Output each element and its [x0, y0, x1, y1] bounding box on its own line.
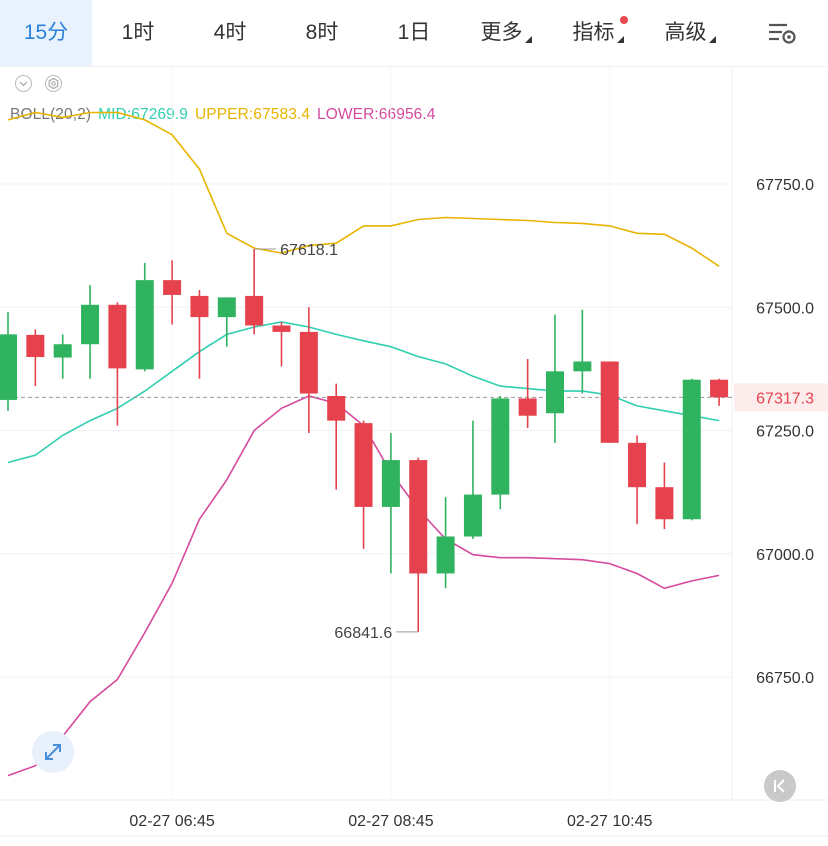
candle-body[interactable]: [682, 379, 701, 520]
tab-4[interactable]: 1日: [368, 0, 460, 66]
skip-to-end-icon: [774, 779, 785, 793]
indicator-settings-button[interactable]: [45, 75, 62, 92]
candle-body[interactable]: [299, 331, 318, 394]
y-tick-label: 67750.0: [756, 177, 814, 194]
candle-body[interactable]: [163, 280, 182, 295]
current-price-label: 67317.3: [756, 390, 814, 407]
candle-body[interactable]: [518, 398, 537, 416]
tab-label: 1日: [397, 21, 431, 44]
candle-body[interactable]: [354, 423, 373, 507]
notification-dot: [620, 16, 628, 24]
y-tick-label: 67500.0: [756, 300, 814, 317]
high-price-label: 67618.1: [280, 242, 338, 259]
tab-label: 15分: [23, 21, 69, 44]
boll-legend-lower: LOWER:66956.4: [317, 106, 436, 123]
tab-label: 更多: [480, 21, 523, 44]
expand-chart-button[interactable]: [32, 731, 74, 773]
collapse-indicator-button[interactable]: [15, 75, 32, 92]
candle-body[interactable]: [710, 379, 729, 398]
boll-legend-mid: MID:67269.9: [98, 106, 188, 123]
back-to-latest-button[interactable]: [764, 770, 796, 802]
y-tick-label: 67250.0: [756, 424, 814, 441]
boll-mid-line: [7, 321, 720, 464]
x-tick-label: 02-27 10:45: [567, 813, 653, 830]
y-tick-label: 66750.0: [756, 670, 814, 687]
candle-body[interactable]: [491, 398, 510, 495]
boll-legend: BOLL(20,2) MID:67269.9 UPPER:67583.4 LOWER:…: [10, 106, 443, 124]
current-price-badge: [734, 383, 828, 412]
candle-body[interactable]: [628, 442, 647, 488]
candle-body[interactable]: [573, 361, 592, 372]
chart-settings-icon: [769, 23, 796, 44]
dropdown-triangle-icon: [524, 36, 532, 43]
tab-1[interactable]: 1时: [92, 0, 184, 66]
tab-label: 8时: [305, 21, 339, 44]
candle-body[interactable]: [53, 344, 72, 358]
tab-0[interactable]: 15分: [0, 0, 92, 66]
interval-tab-bar: 15分 1时 4时 8时 1日 更多 指标 高级: [0, 0, 828, 67]
candle-body[interactable]: [409, 460, 428, 574]
candle-body[interactable]: [381, 460, 400, 507]
candle-body[interactable]: [0, 334, 17, 400]
candle-body[interactable]: [135, 280, 154, 370]
candle-body[interactable]: [327, 395, 346, 421]
tab-label: 1时: [121, 21, 155, 44]
tab-2[interactable]: 4时: [184, 0, 276, 66]
boll-legend-upper: UPPER:67583.4: [195, 106, 311, 123]
chevron-down-icon: [19, 81, 28, 87]
tab-5[interactable]: 更多: [460, 0, 552, 66]
candle-body[interactable]: [190, 295, 209, 318]
hexagon-gear-icon: [48, 77, 59, 90]
y-tick-label: 67000.0: [756, 547, 814, 564]
dropdown-triangle-icon: [616, 36, 624, 43]
tab-3[interactable]: 8时: [276, 0, 368, 66]
candle-body[interactable]: [81, 304, 100, 345]
candle-body[interactable]: [272, 325, 291, 332]
candle-body[interactable]: [26, 334, 45, 358]
candle-body[interactable]: [600, 361, 619, 443]
chart-settings-button[interactable]: [752, 0, 812, 66]
candle-body[interactable]: [245, 295, 264, 326]
tab-label: 4时: [213, 21, 247, 44]
expand-arrows-icon: [45, 744, 61, 760]
candle-body[interactable]: [217, 297, 236, 318]
tab-6[interactable]: 指标: [552, 0, 644, 66]
tab-label: 高级: [664, 21, 707, 44]
candle-body[interactable]: [546, 371, 564, 414]
candle-body[interactable]: [108, 304, 127, 369]
candle-body[interactable]: [655, 487, 674, 520]
low-price-label: 66841.6: [334, 625, 392, 642]
dropdown-triangle-icon: [708, 36, 716, 43]
candle-body[interactable]: [436, 536, 455, 574]
x-tick-label: 02-27 06:45: [129, 813, 215, 830]
boll-upper-line: [7, 111, 720, 267]
tab-7[interactable]: 高级: [644, 0, 736, 66]
x-tick-label: 02-27 08:45: [348, 813, 434, 830]
tab-label: 指标: [572, 21, 615, 44]
candle-body[interactable]: [463, 494, 482, 537]
